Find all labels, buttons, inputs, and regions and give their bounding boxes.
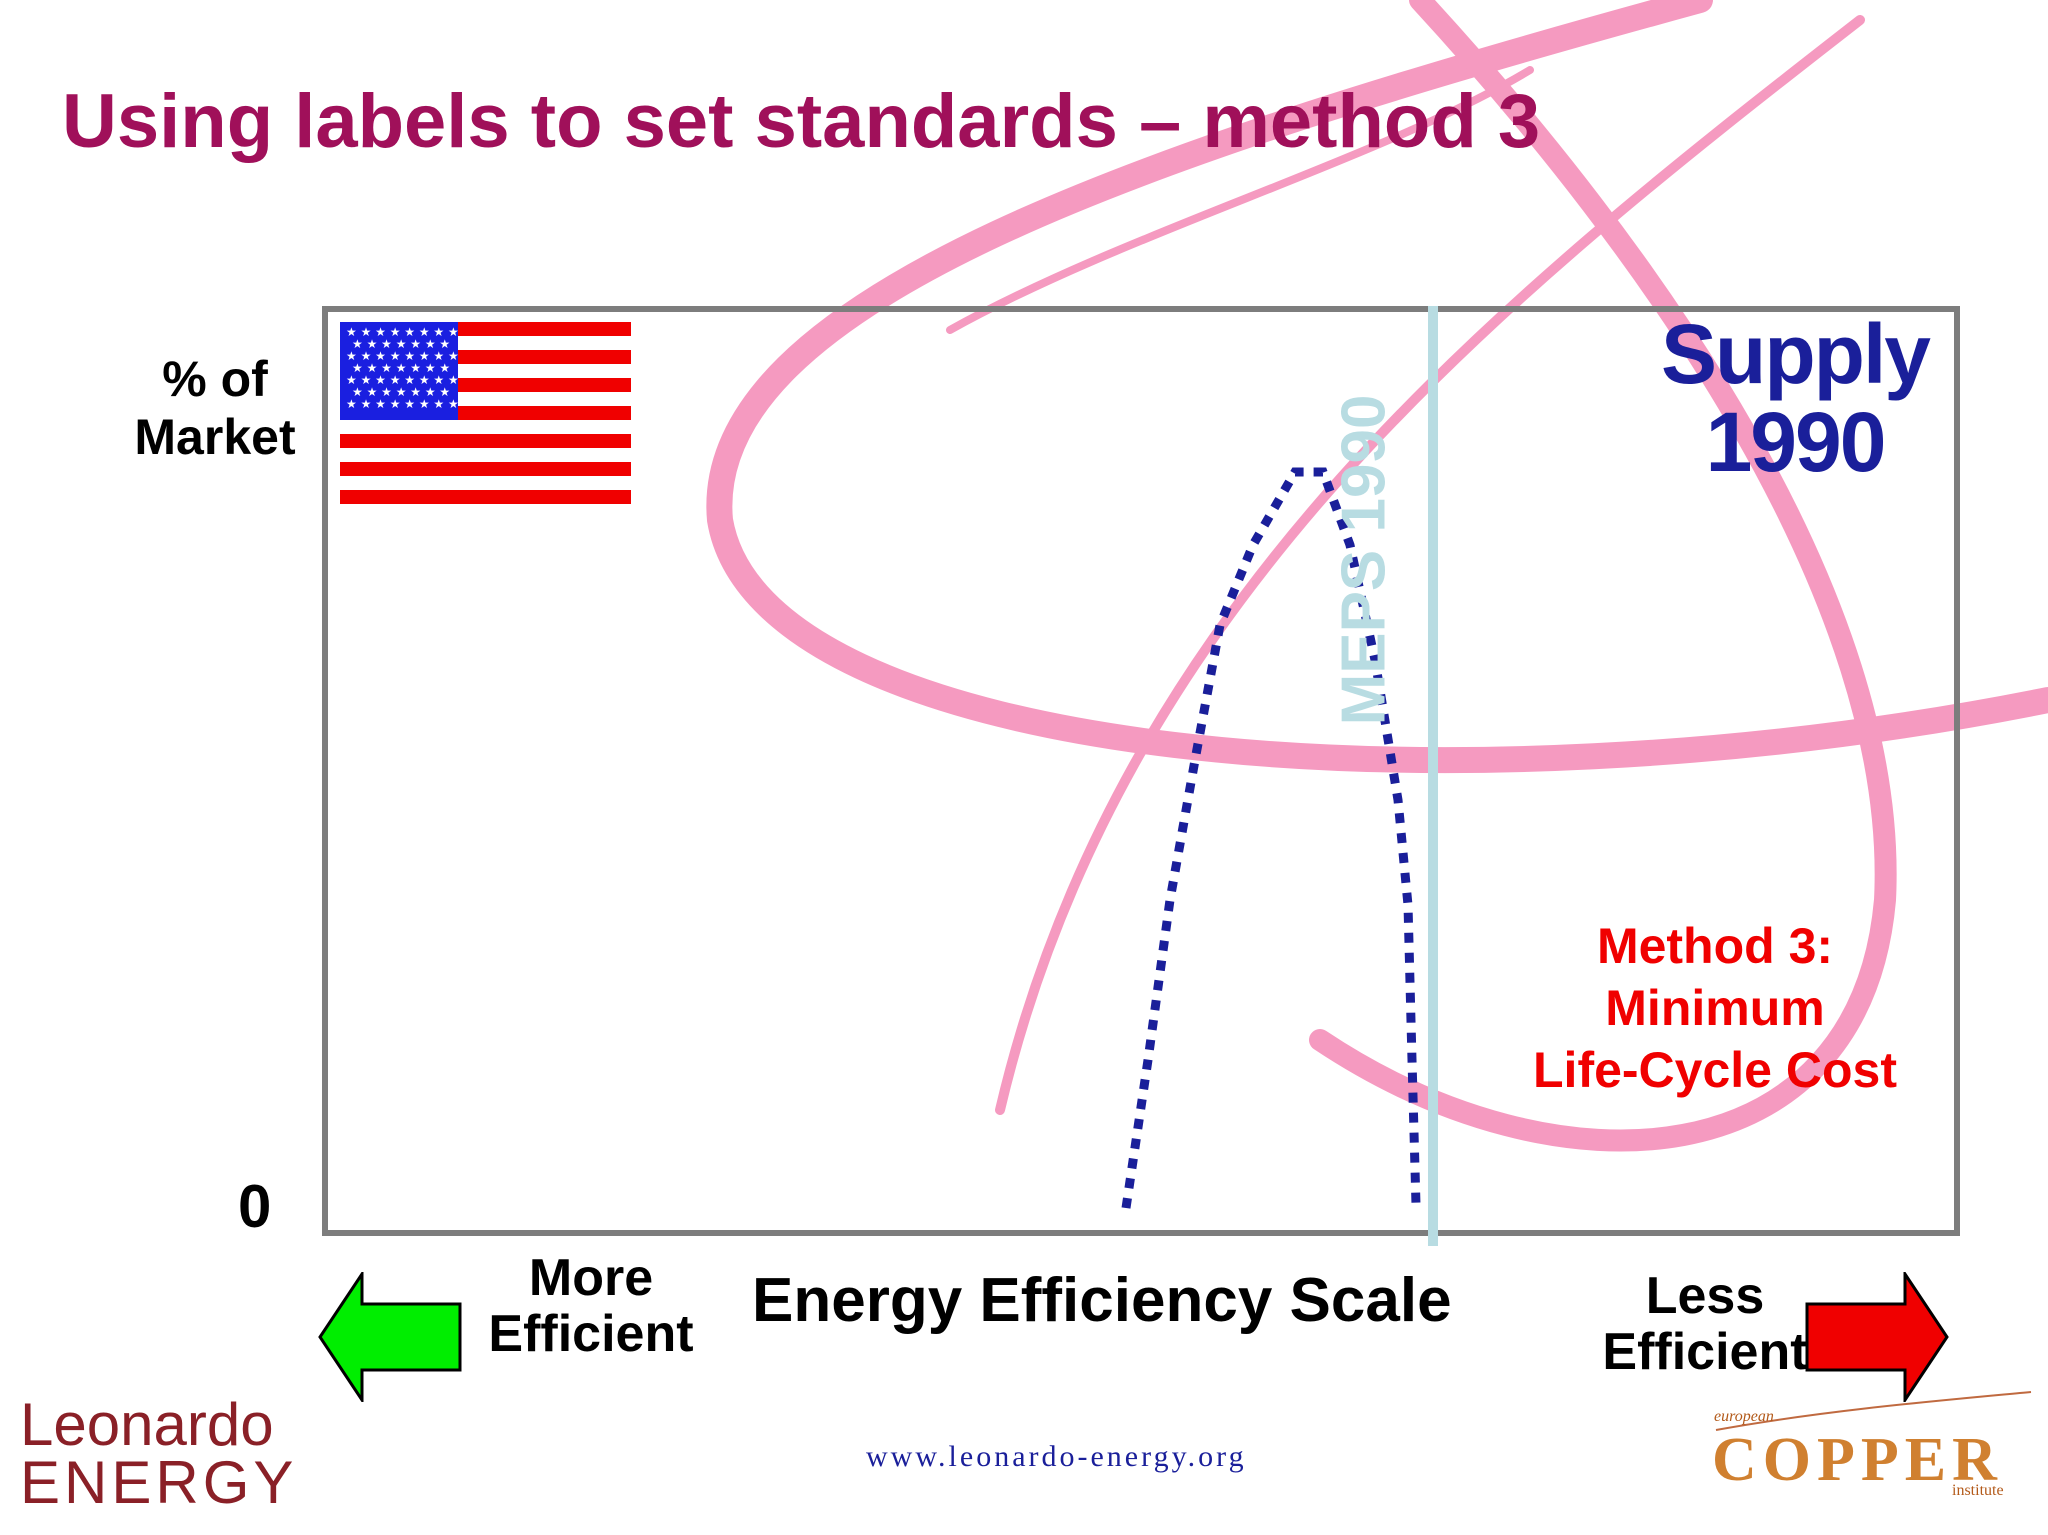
y-axis-zero: 0 [238, 1173, 272, 1240]
supply-title: Supply 1990 [1610, 310, 1980, 486]
slide-title: Using labels to set standards – method 3 [62, 79, 1541, 164]
svg-text:★ ★ ★ ★ ★ ★ ★: ★ ★ ★ ★ ★ ★ ★ [352, 385, 450, 399]
copper-logo-small-text: european [1714, 1408, 1774, 1425]
copper-logo-swoosh [1715, 1391, 2032, 1431]
svg-text:★ ★ ★ ★ ★ ★ ★: ★ ★ ★ ★ ★ ★ ★ [352, 361, 450, 375]
supply-title-line1: Supply [1660, 307, 1931, 401]
y-axis-label-line2: Market [134, 409, 296, 465]
leonardo-logo-line2: ENERGY [20, 1449, 298, 1516]
method-note: Method 3: Minimum Life-Cycle Cost [1470, 915, 1960, 1101]
supply-title-line2: 1990 [1705, 395, 1887, 489]
method-note-line1: Method 3: [1596, 918, 1834, 974]
left-arrow-icon [318, 1272, 462, 1402]
leonardo-energy-logo: Leonardo ENERGY [20, 1391, 298, 1516]
chart-frame [322, 306, 1960, 1236]
less-efficient-line1: Less [1645, 1267, 1765, 1325]
ribbon-right-loop [1309, 0, 1897, 1152]
method-note-line3: Life-Cycle Cost [1533, 1042, 1897, 1098]
ribbon-thin-diagonal [995, 15, 1865, 1115]
svg-text:★ ★ ★ ★ ★ ★ ★ ★: ★ ★ ★ ★ ★ ★ ★ ★ [346, 373, 459, 387]
x-axis-label: Energy Efficiency Scale [752, 1266, 1452, 1335]
svg-text:★ ★ ★ ★ ★ ★ ★: ★ ★ ★ ★ ★ ★ ★ [352, 337, 450, 351]
copper-logo-sub-text: institute [1952, 1482, 2004, 1499]
less-efficient-line2: Efficient [1602, 1323, 1808, 1381]
us-flag-icon: ★ ★ ★ ★ ★ ★ ★ ★ ★ ★ ★ ★ ★ ★ ★ ★ ★ ★ ★ ★ … [340, 322, 631, 506]
meps-1990-label: MEPS 1990 [1330, 370, 1399, 750]
svg-text:★ ★ ★ ★ ★ ★ ★ ★: ★ ★ ★ ★ ★ ★ ★ ★ [346, 349, 459, 363]
ribbon-large-loop [706, 0, 2048, 773]
less-efficient-label: Less Efficient [1600, 1268, 1810, 1380]
meps-1990-label-text: MEPS 1990 [1329, 394, 1399, 726]
copper-logo-main-text: COPPER [1712, 1426, 2003, 1494]
method-note-line2: Minimum [1605, 980, 1825, 1036]
leonardo-logo-line1: Leonardo [20, 1391, 274, 1458]
y-axis-label-line1: % of [162, 351, 268, 407]
more-efficient-line1: More [528, 1249, 654, 1307]
svg-text:★ ★ ★ ★ ★ ★ ★ ★: ★ ★ ★ ★ ★ ★ ★ ★ [346, 397, 459, 411]
footer-url: www.leonardo-energy.org [866, 1440, 1247, 1473]
svg-text:★ ★ ★ ★ ★ ★ ★ ★: ★ ★ ★ ★ ★ ★ ★ ★ [346, 325, 459, 339]
right-arrow-icon [1805, 1272, 1949, 1402]
more-efficient-line2: Efficient [488, 1305, 694, 1363]
more-efficient-label: More Efficient [486, 1250, 696, 1362]
y-axis-label: % of Market [120, 350, 310, 466]
ribbon-thin-arc [946, 66, 1534, 334]
